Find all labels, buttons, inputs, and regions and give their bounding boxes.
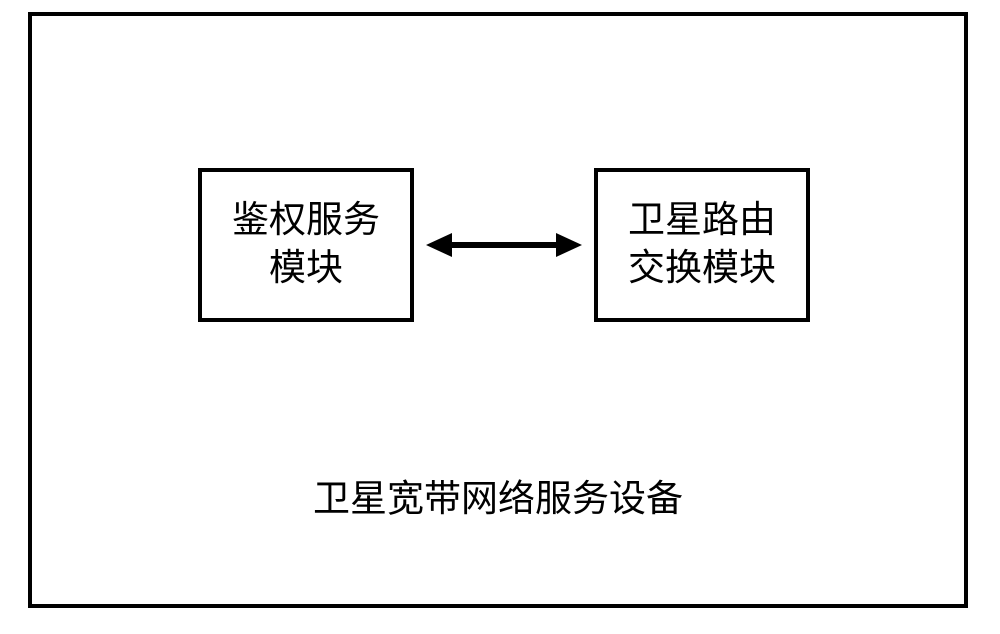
satellite-routing-module: 卫星路由 交换模块: [594, 168, 810, 322]
satellite-routing-module-line1: 卫星路由: [628, 197, 776, 245]
auth-service-module-line2: 模块: [269, 245, 343, 293]
auth-service-module-line1: 鉴权服务: [232, 197, 380, 245]
arrow-head-left-icon: [426, 233, 452, 257]
diagram-caption: 卫星宽带网络服务设备: [313, 468, 683, 522]
satellite-routing-module-line2: 交换模块: [628, 245, 776, 293]
bidirectional-arrow-shaft: [450, 242, 558, 248]
arrow-head-right-icon: [556, 233, 582, 257]
auth-service-module: 鉴权服务 模块: [198, 168, 414, 322]
